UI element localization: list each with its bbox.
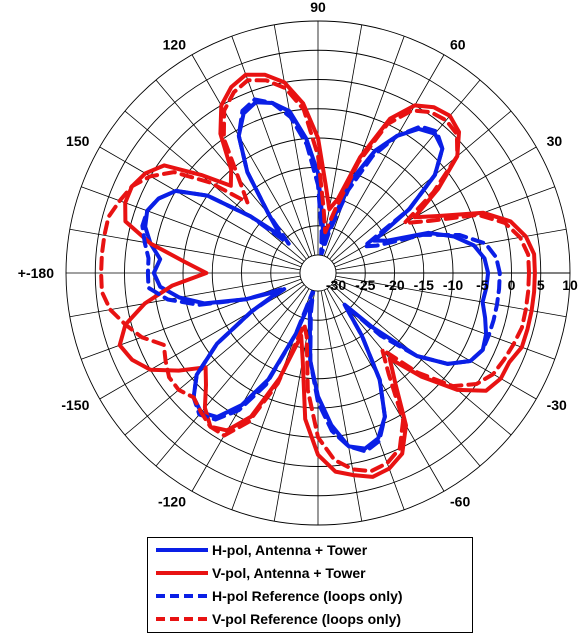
angle-tick-label: 150: [66, 133, 90, 149]
radial-tick-label: -10: [443, 277, 463, 293]
angle-tick-label: -30: [547, 397, 567, 413]
legend-item: H-pol Reference (loops only): [154, 586, 403, 606]
angle-tick-label: -150: [61, 397, 89, 413]
angle-tick-label: 60: [450, 36, 466, 52]
radial-tick-label: -20: [384, 277, 404, 293]
radial-tick-label: -25: [355, 277, 375, 293]
legend-label: V-pol, Antenna + Tower: [212, 565, 366, 581]
radial-tick-label: -15: [414, 277, 434, 293]
series-line-2: [140, 97, 502, 454]
polar-grid: [65, 20, 571, 526]
legend-label: H-pol Reference (loops only): [212, 588, 403, 604]
radial-tick-label: -30: [326, 277, 346, 293]
radial-tick-label: 5: [537, 277, 545, 293]
angle-tick-label: 90: [310, 0, 326, 15]
legend-item: H-pol, Antenna + Tower: [154, 540, 367, 560]
angle-tick-label: -60: [450, 494, 470, 510]
radial-tick-label: -5: [476, 277, 489, 293]
radial-tick-label: 0: [508, 277, 516, 293]
radial-tick-label: 10: [562, 277, 578, 293]
center-region: [299, 254, 337, 292]
legend-swatch-v-pol: [156, 571, 208, 575]
series-line-3: [99, 78, 531, 474]
legend: H-pol, Antenna + Tower V-pol, Antenna + …: [147, 537, 473, 633]
legend-label: H-pol, Antenna + Tower: [212, 542, 368, 558]
angle-tick-label: 120: [163, 36, 187, 52]
series-line-1: [117, 72, 537, 479]
legend-label: V-pol Reference (loops only): [212, 611, 402, 627]
angle-tick-label: -120: [158, 494, 186, 510]
angle-tick-label: +-180: [18, 265, 54, 281]
radial-tick-labels: -30 -25 -20 -15 -10 -5 0 5 10: [326, 277, 578, 293]
legend-swatch-h-pol: [156, 548, 208, 552]
center-disc: [299, 254, 337, 292]
legend-item: V-pol, Antenna + Tower: [154, 563, 366, 583]
angle-tick-label: 30: [547, 133, 563, 149]
legend-item: V-pol Reference (loops only): [154, 609, 401, 629]
legend-swatch-v-pol-ref: [156, 617, 208, 621]
series-layer: [99, 72, 537, 479]
legend-swatch-h-pol-ref: [156, 594, 208, 598]
